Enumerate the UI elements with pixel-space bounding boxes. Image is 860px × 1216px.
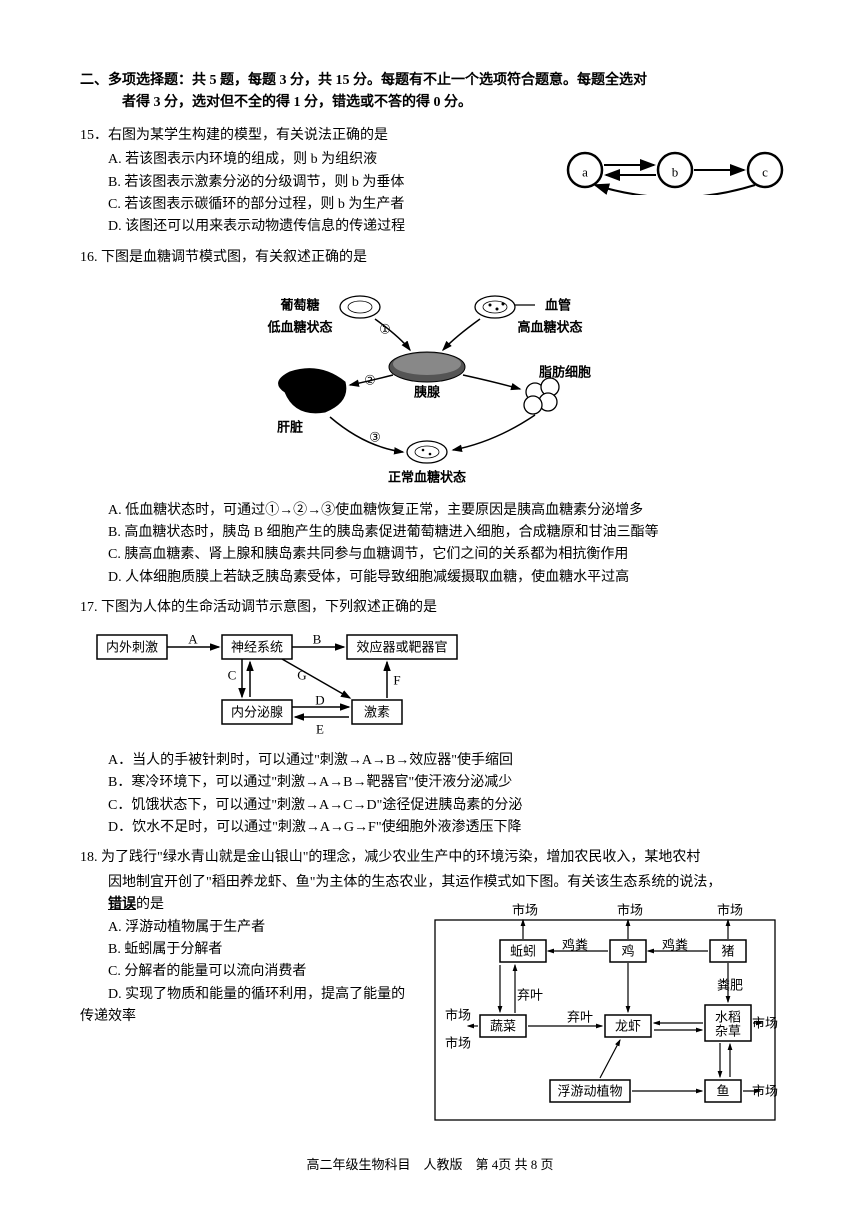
box-hormone: 激素 bbox=[364, 705, 390, 720]
q18-b: B. 蚯蚓属于分解者 bbox=[80, 939, 440, 961]
q18-diagram: 市场 市场 市场 蚯蚓 鸡 猪 鸡粪 鸡粪 蔬菜 龙虾 水稻 bbox=[430, 895, 780, 1133]
box-pig: 猪 bbox=[721, 944, 734, 959]
q18-title3b: 的是 bbox=[136, 897, 164, 912]
box-stimulus: 内外刺激 bbox=[106, 640, 158, 655]
q17-c: C．饥饿状态下，可以通过"刺激→A→C→D"途径促进胰岛素的分泌 bbox=[80, 795, 780, 817]
q15-c: C. 若该图表示碳循环的部分过程，则 b 为生产者 bbox=[80, 194, 780, 216]
box-nervous: 神经系统 bbox=[231, 640, 283, 655]
q15-d: D. 该图还可以用来表示动物遗传信息的传递过程 bbox=[80, 216, 780, 238]
edge-c: C bbox=[228, 668, 237, 683]
label-high: 高血糖状态 bbox=[517, 320, 582, 335]
q16-d: D. 人体细胞质膜上若缺乏胰岛素受体，可能导致细胞减缓摄取血糖，使血糖水平过高 bbox=[80, 567, 780, 589]
q17-d: D．饮水不足时，可以通过"刺激→A→G→F"使细胞外液渗透压下降 bbox=[80, 817, 780, 839]
q17-diagram: 内外刺激 神经系统 效应器或靶器官 内分泌腺 激素 A B C G D bbox=[92, 625, 780, 743]
box-fish: 鱼 bbox=[716, 1084, 729, 1099]
label-pancreas: 胰腺 bbox=[414, 385, 441, 400]
label-low: 低血糖状态 bbox=[266, 320, 332, 335]
box-earthworm: 蚯蚓 bbox=[510, 944, 536, 959]
box-shrimp: 龙虾 bbox=[615, 1019, 641, 1034]
label-fat: 脂肪细胞 bbox=[538, 365, 591, 380]
page-footer: 高二年级生物科目 人教版 第 4页 共 8 页 bbox=[0, 1155, 860, 1176]
node-b: b bbox=[672, 164, 679, 179]
box-chicken: 鸡 bbox=[621, 944, 634, 959]
q16-title: 16. 下图是血糖调节模式图，有关叙述正确的是 bbox=[80, 247, 780, 269]
market-4a: 市场 bbox=[445, 1008, 471, 1023]
label-normal: 正常血糖状态 bbox=[388, 470, 466, 485]
label-n2: ② bbox=[364, 373, 376, 388]
q18-d2: 传递效率 bbox=[80, 1006, 440, 1028]
q18-c: C. 分解者的能量可以流向消费者 bbox=[80, 961, 440, 983]
q17-b: B．寒冷环境下，可以通过"刺激→A→B→靶器官"使汗液分泌减少 bbox=[80, 772, 780, 794]
q18-d1: D. 实现了物质和能量的循环利用，提高了能量的 bbox=[80, 984, 440, 1006]
q16-diagram: 葡萄糖 低血糖状态 血管 高血糖状态 胰腺 肝脏 脂肪细胞 bbox=[80, 277, 780, 495]
label-glucose: 葡萄糖 bbox=[279, 298, 319, 313]
market-2: 市场 bbox=[617, 903, 643, 918]
q15-diagram: a b c bbox=[560, 145, 790, 195]
q16-a: A. 低血糖状态时，可通过①→②→③使血糖恢复正常，主要原因是胰高血糖素分泌增多 bbox=[80, 500, 780, 522]
edge-f: F bbox=[393, 673, 400, 688]
label-vessel: 血管 bbox=[545, 298, 571, 313]
q18-a: A. 浮游动植物属于生产者 bbox=[80, 917, 440, 939]
section-line1: 二、多项选择题：共 5 题，每题 3 分，共 15 分。每题有不止一个选项符合题… bbox=[80, 70, 780, 92]
market-3: 市场 bbox=[717, 903, 743, 918]
q17-a: A．当人的手被针刺时，可以通过"刺激→A→B→效应器"使手缩回 bbox=[80, 750, 780, 772]
box-rice1: 水稻 bbox=[715, 1010, 741, 1025]
edge-b: B bbox=[313, 632, 322, 647]
label-n1: ① bbox=[379, 322, 391, 337]
label-leaf1: 弃叶 bbox=[517, 988, 543, 1003]
box-plankton: 浮游动植物 bbox=[557, 1084, 622, 1099]
label-manure2: 鸡粪 bbox=[662, 938, 688, 953]
box-rice2: 杂草 bbox=[715, 1024, 741, 1039]
q16-b: B. 高血糖状态时，胰岛 B 细胞产生的胰岛素促进葡萄糖进入细胞，合成糖原和甘油… bbox=[80, 522, 780, 544]
box-vegetable: 蔬菜 bbox=[490, 1019, 516, 1034]
question-18: 18. 为了践行"绿水青山就是金山银山"的理念，减少农业生产中的环境污染，增加农… bbox=[80, 847, 780, 1107]
label-manure1: 鸡粪 bbox=[562, 938, 588, 953]
edge-e: E bbox=[316, 722, 324, 736]
label-leaf2: 弃叶 bbox=[567, 1010, 593, 1025]
edge-g: G bbox=[297, 668, 306, 683]
section-line2: 者得 3 分，选对但不全的得 1 分，错选或不答的得 0 分。 bbox=[80, 92, 780, 114]
edge-d: D bbox=[315, 693, 324, 708]
q18-title1: 18. 为了践行"绿水青山就是金山银山"的理念，减少农业生产中的环境污染，增加农… bbox=[80, 847, 780, 869]
label-liver: 肝脏 bbox=[277, 420, 303, 435]
node-a: a bbox=[582, 164, 588, 179]
q18-title2: 因地制宜开创了"稻田养龙虾、鱼"为主体的生态农业，其运作模式如下图。有关该生态系… bbox=[80, 872, 780, 894]
q17-title: 17. 下图为人体的生命活动调节示意图，下列叙述正确的是 bbox=[80, 597, 780, 619]
label-manure3: 粪肥 bbox=[717, 978, 743, 993]
q18-title3: 错误 bbox=[108, 897, 136, 912]
section-header: 二、多项选择题：共 5 题，每题 3 分，共 15 分。每题有不止一个选项符合题… bbox=[80, 70, 780, 115]
label-n3: ③ bbox=[369, 430, 381, 445]
box-endocrine: 内分泌腺 bbox=[231, 705, 283, 720]
edge-a: A bbox=[188, 632, 198, 647]
box-effector: 效应器或靶器官 bbox=[356, 640, 447, 655]
market-1: 市场 bbox=[512, 903, 538, 918]
question-15: 15．右图为某学生构建的模型，有关说法正确的是 A. 若该图表示内环境的组成，则… bbox=[80, 125, 780, 239]
market-4b: 市场 bbox=[445, 1036, 471, 1051]
question-16: 16. 下图是血糖调节模式图，有关叙述正确的是 葡萄糖 低血糖状态 血管 高血糖… bbox=[80, 247, 780, 589]
node-c: c bbox=[762, 164, 768, 179]
question-17: 17. 下图为人体的生命活动调节示意图，下列叙述正确的是 内外刺激 神经系统 效… bbox=[80, 597, 780, 839]
q16-c: C. 胰高血糖素、肾上腺和胰岛素共同参与血糖调节，它们之间的关系都为相抗衡作用 bbox=[80, 544, 780, 566]
